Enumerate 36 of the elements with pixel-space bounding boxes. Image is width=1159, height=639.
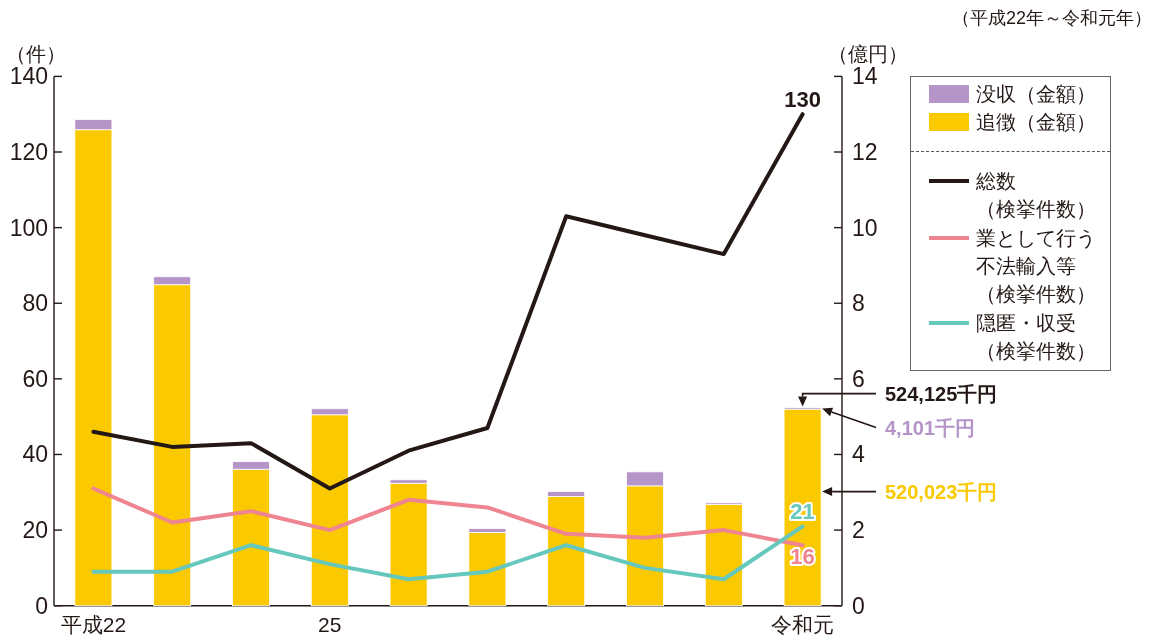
y2-tick-label: 6 bbox=[852, 365, 865, 392]
y-tick-label: 60 bbox=[22, 365, 48, 392]
text: 4,101千円 bbox=[885, 416, 976, 439]
legend-label: 追徴（金額） bbox=[976, 110, 1097, 136]
y-tick-label: 40 bbox=[22, 441, 48, 468]
y-tick-label: 20 bbox=[22, 517, 48, 544]
line-series bbox=[91, 112, 805, 491]
legend-label: 業として行う不法輸入等（検挙件数） bbox=[976, 225, 1097, 308]
y2-tick-label: 8 bbox=[852, 290, 865, 317]
data-label: 21 bbox=[790, 499, 815, 525]
y2-tick-label: 14 bbox=[852, 63, 878, 90]
x-tick-label: 25 bbox=[318, 613, 342, 636]
x-tick-label: 令和元 bbox=[771, 613, 835, 636]
legend-label: 隠匿・収受（検挙件数） bbox=[976, 310, 1097, 365]
bar bbox=[468, 531, 507, 607]
text: 524,125千円 bbox=[885, 382, 998, 405]
data-label: 16 bbox=[790, 544, 815, 570]
y-tick-label: 80 bbox=[22, 290, 48, 317]
y2-tick-label: 12 bbox=[852, 139, 878, 166]
legend-label: 総数（検挙件数） bbox=[976, 168, 1097, 223]
y2-tick-label: 4 bbox=[852, 441, 865, 468]
bar bbox=[704, 503, 743, 607]
legend-label: 没収（金額） bbox=[976, 82, 1097, 107]
bar bbox=[389, 482, 428, 607]
y-tick-label: 0 bbox=[35, 592, 48, 619]
y2-tick-label: 10 bbox=[852, 214, 878, 241]
text: （平成22年～令和元年） bbox=[951, 8, 1152, 28]
x-tick-label: 平成22 bbox=[60, 613, 127, 636]
y2-tick-label: 0 bbox=[852, 592, 865, 619]
y2-axis-title: （億円） bbox=[828, 43, 908, 65]
y-axis-title: （件） bbox=[6, 43, 66, 65]
y-tick-label: 100 bbox=[9, 214, 48, 241]
text: 520,023千円 bbox=[885, 480, 998, 503]
y2-tick-label: 2 bbox=[852, 517, 865, 544]
y-tick-label: 120 bbox=[9, 139, 48, 166]
data-label: 130 bbox=[784, 87, 821, 113]
